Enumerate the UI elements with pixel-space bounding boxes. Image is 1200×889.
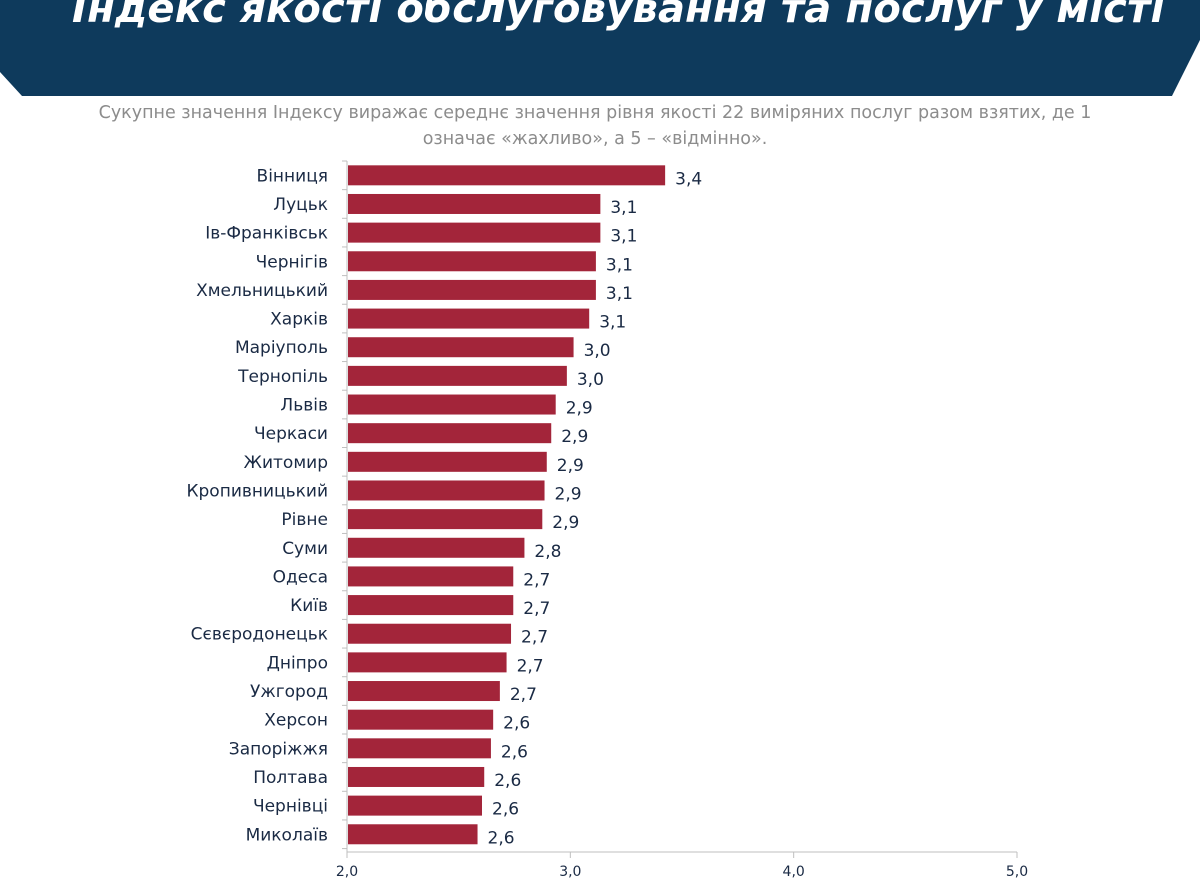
bar <box>348 365 567 386</box>
bar <box>348 193 601 214</box>
category-label: Дніпро <box>267 653 328 673</box>
data-label: 2,6 <box>492 800 519 820</box>
category-label: Миколаїв <box>246 825 328 845</box>
data-label: 2,7 <box>521 628 548 648</box>
category-label: Одеса <box>273 567 328 587</box>
bar <box>348 623 512 644</box>
category-label: Ужгород <box>250 682 328 702</box>
data-label: 3,1 <box>610 227 637 247</box>
data-label: 2,9 <box>552 513 579 533</box>
data-label: 2,7 <box>517 656 544 676</box>
bar <box>348 394 556 415</box>
category-label: Луцьк <box>273 195 328 215</box>
x-tick-label: 2,0 <box>336 864 358 880</box>
category-label: Львів <box>280 396 328 416</box>
x-tick-label: 4,0 <box>783 864 805 880</box>
data-label: 2,9 <box>557 456 584 476</box>
data-label: 2,6 <box>503 714 530 734</box>
data-label: 2,7 <box>523 570 550 590</box>
data-label: 3,0 <box>577 370 604 390</box>
banner-shape <box>0 0 1200 96</box>
bar <box>348 652 507 673</box>
data-label: 2,6 <box>501 742 528 762</box>
category-label: Чернігів <box>256 252 328 272</box>
bar <box>348 337 574 358</box>
category-label: Вінниця <box>257 166 328 186</box>
data-label: 3,1 <box>610 198 637 218</box>
bar <box>348 308 590 329</box>
chart-subtitle: Сукупне значення Індексу виражає середнє… <box>40 100 1150 152</box>
bar <box>348 251 596 272</box>
data-label: 2,9 <box>555 484 582 504</box>
category-label: Київ <box>290 596 328 616</box>
category-label: Черкаси <box>254 424 328 444</box>
bar <box>348 222 601 243</box>
category-label: Кропивницький <box>186 481 328 501</box>
bar <box>348 595 514 616</box>
category-label: Тернопіль <box>237 367 328 387</box>
subtitle-line-2: означає «жахливо», а 5 – «відмінно». <box>422 129 768 149</box>
bar <box>348 709 494 730</box>
data-label: 3,1 <box>606 284 633 304</box>
data-label: 3,0 <box>584 341 611 361</box>
bar <box>348 681 500 702</box>
bar <box>348 738 491 759</box>
bar <box>348 165 666 186</box>
x-tick-label: 3,0 <box>559 864 581 880</box>
bar <box>348 451 547 472</box>
category-label: Херсон <box>264 711 328 731</box>
bar <box>348 509 543 530</box>
data-label: 2,7 <box>523 599 550 619</box>
bar <box>348 537 525 558</box>
bar <box>348 795 482 816</box>
category-label: Ів-Франківськ <box>205 224 328 244</box>
category-label: Рівне <box>281 510 328 530</box>
data-label: 3,1 <box>606 255 633 275</box>
data-label: 3,1 <box>599 313 626 333</box>
data-label: 2,9 <box>561 427 588 447</box>
category-label: Харків <box>270 310 328 330</box>
bar <box>348 824 478 845</box>
data-label: 2,6 <box>494 771 521 791</box>
data-label: 3,4 <box>675 169 702 189</box>
category-label: Житомир <box>244 453 328 473</box>
subtitle-line-1: Сукупне значення Індексу виражає середнє… <box>98 103 1092 123</box>
page-title: Індекс якості обслуговування та послуг у… <box>72 0 1165 32</box>
bar <box>348 766 485 787</box>
category-label: Полтава <box>253 768 328 788</box>
category-label: Запоріжжя <box>229 739 328 759</box>
bar <box>348 566 514 587</box>
title-banner: Індекс якості обслуговування та послуг у… <box>0 0 1200 96</box>
category-label: Суми <box>282 539 328 559</box>
bar <box>348 423 552 444</box>
data-label: 2,7 <box>510 685 537 705</box>
x-tick-label: 5,0 <box>1006 864 1028 880</box>
data-label: 2,9 <box>566 399 593 419</box>
data-label: 2,8 <box>534 542 561 562</box>
category-label: Сєвєродонецьк <box>191 625 328 645</box>
bar <box>348 480 545 501</box>
data-label: 2,6 <box>488 828 515 848</box>
bar <box>348 279 596 300</box>
category-label: Маріуполь <box>235 338 328 358</box>
category-label: Чернівці <box>253 797 328 817</box>
category-label: Хмельницький <box>196 281 328 301</box>
